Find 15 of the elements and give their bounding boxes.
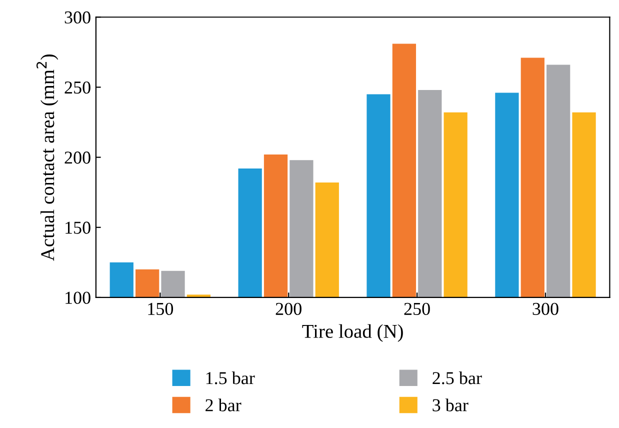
y-tick-label: 250 [64, 81, 90, 94]
y-tick-label: 300 [64, 11, 90, 24]
y-tick-label: 200 [64, 152, 90, 164]
y-axis-title: Actual contact area (mm$^{2}$) [36, 54, 58, 261]
legend-label: 2.5 bar [432, 372, 482, 384]
x-tick-label: 150 [148, 302, 174, 316]
y-tick-label: 100 [66, 292, 90, 304]
x-axis-title: Tire load (N) [302, 324, 403, 342]
legend-label: 1.5 bar [206, 372, 255, 384]
legend-label: 3 bar [432, 398, 468, 412]
y-tick-label: 150 [66, 222, 90, 234]
x-tick-label: 300 [532, 302, 558, 316]
x-tick-label: 200 [276, 302, 302, 316]
legend-label: 2 bar [206, 398, 242, 412]
x-tick-label: 250 [404, 302, 430, 316]
